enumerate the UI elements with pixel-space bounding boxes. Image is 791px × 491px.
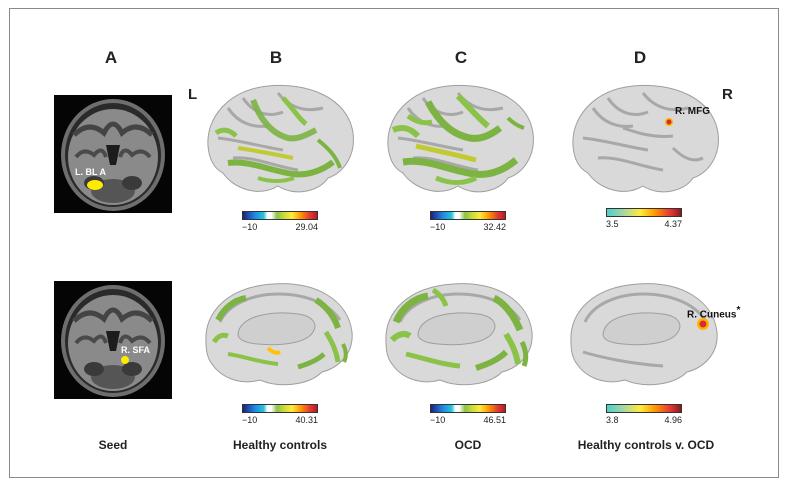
colorbar-b-bottom-max: 40.31	[295, 415, 318, 425]
colorbar-b-bottom: −10 40.31	[242, 404, 318, 425]
brain-medial-contrast-image	[570, 283, 718, 386]
peak-cuneus	[699, 320, 707, 328]
colorbar-c-top-min: −10	[430, 222, 446, 232]
colorbar-b-top-max: 29.04	[295, 222, 318, 232]
colorbar-b-top-gradient	[242, 211, 318, 220]
caption-contrast: Healthy controls v. OCD	[577, 438, 715, 452]
brain-medial-contrast: R. Cuneus*	[563, 272, 740, 397]
colorbar-c-top-gradient	[430, 211, 506, 220]
mri-coronal-bottom: R. SFA	[54, 281, 172, 399]
colorbar-c-bottom-min: −10	[430, 415, 446, 425]
colorbar-c-bottom-gradient	[430, 404, 506, 413]
colorbar-c-bottom-max: 46.51	[483, 415, 506, 425]
seed-blob-bottom	[121, 356, 129, 364]
colorbar-d-top-min: 3.5	[606, 219, 619, 229]
caption-ocd: OCD	[454, 438, 482, 452]
hemisphere-right-label: R	[722, 86, 733, 103]
hemisphere-left-label: L	[188, 86, 198, 103]
brain-medial-healthy	[198, 272, 358, 397]
annotation-cuneus: R. Cuneus*	[687, 305, 740, 320]
caption-seed: Seed	[98, 438, 128, 452]
brain-lateral-contrast-image	[572, 84, 719, 193]
brain-lateral-ocd	[378, 78, 538, 203]
panel-letter-a: A	[104, 48, 118, 67]
panel-letter-d: D	[633, 48, 647, 67]
brain-lateral-healthy	[198, 78, 358, 203]
seed-label-bottom: R. SFA	[121, 345, 151, 355]
panel-letter-c: C	[454, 48, 468, 67]
colorbar-d-bottom-min: 3.8	[606, 415, 619, 425]
colorbar-d-bottom-max: 4.96	[664, 415, 682, 425]
colorbar-b-bottom-min: −10	[242, 415, 258, 425]
colorbar-d-bottom-gradient	[606, 404, 682, 413]
colorbar-b-top-min: −10	[242, 222, 258, 232]
colorbar-d-top-gradient	[606, 208, 682, 217]
colorbar-c-top: −10 32.42	[430, 211, 506, 232]
mri-coronal-top: L. BL A	[54, 95, 172, 213]
colorbar-c-bottom: −10 46.51	[430, 404, 506, 425]
caption-healthy-controls: Healthy controls	[232, 438, 328, 452]
peak-mfg	[666, 119, 672, 125]
colorbar-b-bottom-gradient	[242, 404, 318, 413]
brain-medial-healthy-image	[205, 283, 353, 386]
colorbar-b-top: −10 29.04	[242, 211, 318, 232]
brain-medial-ocd-image	[385, 283, 533, 386]
mri-coronal-top-image	[54, 95, 172, 213]
colorbar-d-bottom: 3.8 4.96	[606, 404, 682, 425]
annotation-mfg: R. MFG	[675, 106, 710, 117]
seed-blob-top	[87, 180, 103, 190]
seed-label-top: L. BL A	[75, 167, 106, 177]
mri-coronal-bottom-image	[54, 281, 172, 399]
brain-lateral-ocd-image	[387, 84, 534, 193]
colorbar-d-top-max: 4.37	[664, 219, 682, 229]
brain-medial-ocd	[378, 272, 538, 397]
colorbar-d-top: 3.5 4.37	[606, 208, 682, 229]
annotation-cuneus-text: R. Cuneus	[687, 309, 737, 321]
significance-asterisk: *	[736, 305, 741, 316]
brain-lateral-healthy-image	[207, 84, 354, 193]
panel-letter-b: B	[269, 48, 283, 67]
brain-lateral-contrast: R. MFG	[563, 78, 723, 203]
colorbar-c-top-max: 32.42	[483, 222, 506, 232]
